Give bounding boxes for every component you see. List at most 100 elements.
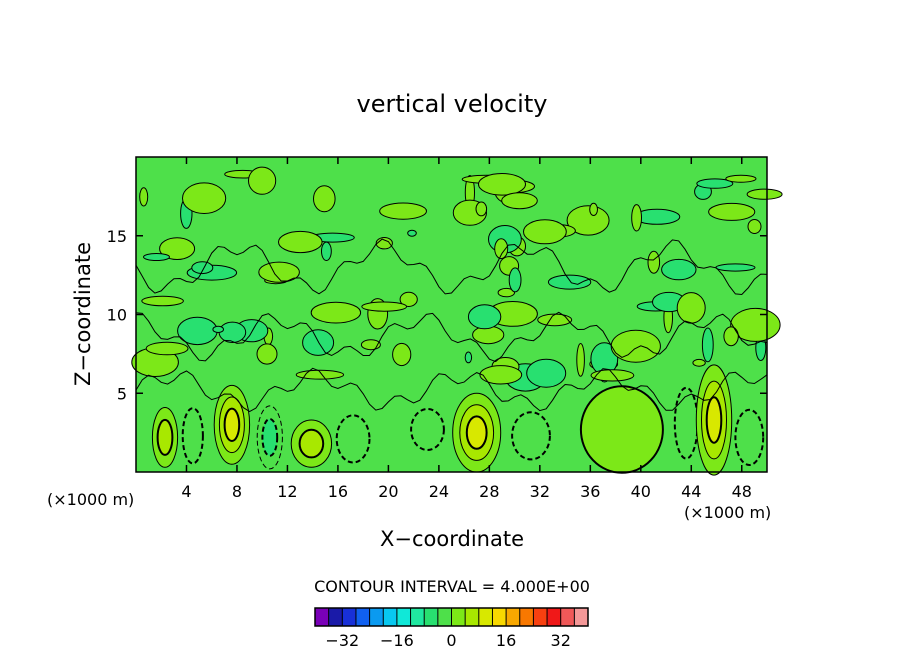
contour-patch [313,185,336,213]
contour-patch [361,301,408,312]
contour-patch [508,267,522,293]
x-tick-label: 28 [479,482,499,501]
x-unit-label-right: (×1000 m) [684,503,771,522]
colorbar-swatch [383,608,398,626]
colorbar-tick-label: 0 [446,631,456,650]
y-tick-label: 15 [107,227,127,246]
colorbar-swatch [574,608,589,626]
contour-patch [566,205,610,236]
level-line [135,367,768,413]
contour-patch [676,292,706,324]
contour-patch [589,202,598,216]
contour-patch [467,304,502,330]
contour-patch [141,295,184,307]
contour-patch [143,253,170,261]
contour-patch [494,238,509,260]
colorbar-swatch [465,608,480,626]
colorbar-tick-labels: −32 −16 0 16 32 [325,631,570,650]
colorbar-swatch [451,608,466,626]
contour-patch [692,358,706,367]
colorbar-swatch [328,608,343,626]
contour-patch [647,250,661,274]
colorbar-swatch [424,608,439,626]
colorbar-swatch [315,608,329,626]
contour-patch [399,291,418,307]
contour-patch [278,230,323,254]
contour-patch [475,201,488,217]
x-axis-label: X−coordinate [380,527,524,551]
colorbar-tick-label: 16 [496,631,516,650]
colorbar-swatch [506,608,521,626]
colorbar-swatch [560,608,575,626]
contour-level [465,415,488,450]
contour-level [181,407,204,465]
contour-patch [360,339,381,351]
contour-cells [151,364,765,476]
contour-patch [392,342,412,367]
contour-patch [547,274,592,290]
contour-patch [479,365,523,385]
x-tick-label: 4 [181,482,191,501]
x-tick-label: 8 [232,482,242,501]
contour-patch [497,287,515,298]
x-tick-label: 32 [530,482,550,501]
colorbar-frame [314,607,589,627]
contour-patch [212,325,224,333]
x-tick-label: 24 [429,482,449,501]
x-axis-ticks: 4 8 12 16 20 24 28 32 36 40 44 48 [181,157,752,501]
contour-patch [302,329,335,356]
x-tick-label: 16 [328,482,348,501]
y-axis-label: Z−coordinate [71,242,95,386]
colorbar-tick-label: −32 [325,631,359,650]
contour-level [579,385,664,474]
x-tick-label: 44 [681,482,701,501]
contour-level [298,428,325,459]
level-line [135,238,768,296]
contour-interval-label: CONTOUR INTERVAL = 4.000E+00 [314,577,590,596]
contour-level [223,407,241,442]
x-tick-label: 12 [277,482,297,501]
contour-patch [182,182,227,214]
contour-patch [478,173,526,196]
contour-patch [321,241,332,262]
colorbar [314,607,589,627]
contour-patch [696,178,734,189]
contour-level [673,386,699,460]
contour-patch [715,263,756,272]
contour-patch [256,343,278,365]
colorbar-swatch [533,608,548,626]
x-tick-label: 40 [631,482,651,501]
contour-patch [379,202,428,220]
contour-patch [523,219,567,245]
colorbar-swatch [410,608,425,626]
colorbar-swatch [547,608,561,626]
plot-area [131,156,783,476]
colorbar-swatch [492,608,507,626]
contour-patch [139,187,149,207]
x-tick-label: 36 [580,482,600,501]
colorbar-swatch [342,608,357,626]
contour-level [410,408,445,451]
contour-level [156,418,174,456]
contour-patch [218,321,247,343]
contour-level [261,418,279,457]
colorbar-swatch [519,608,534,626]
contour-patch [310,301,362,324]
colorbar-swatch [396,608,411,626]
contour-patch [258,261,300,283]
contour-patch [537,313,573,327]
chart-title: vertical velocity [357,90,548,118]
contour-patch [708,202,756,221]
contour-patch [407,229,417,237]
contour-patch [576,343,585,377]
x-tick-label: 20 [378,482,398,501]
contour-patch [501,192,538,210]
contour-patch [725,174,757,183]
colorbar-tick-label: −16 [380,631,414,650]
colorbar-tick-label: 32 [551,631,571,650]
x-unit-label-left: (×1000 m) [47,490,134,509]
colorbar-swatch [369,608,384,626]
level-line [135,311,768,363]
contour-patch [526,358,567,388]
contour-patch [248,166,277,195]
